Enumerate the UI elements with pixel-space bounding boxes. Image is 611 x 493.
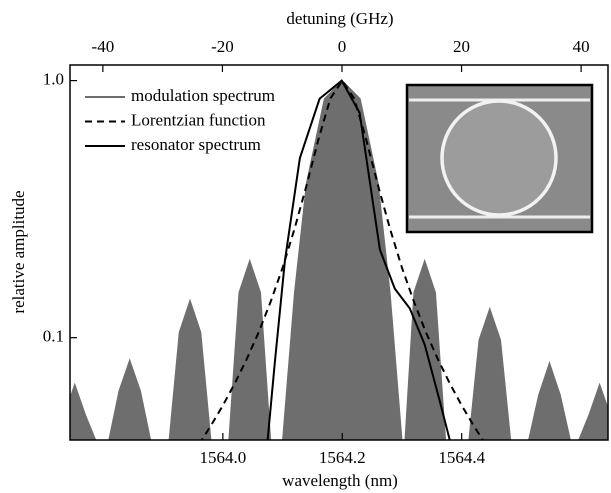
ring-resonator <box>440 99 558 217</box>
x-axis-label: wavelength (nm) <box>282 471 398 490</box>
y-tick-label: 1.0 <box>43 70 64 89</box>
legend-label: resonator spectrum <box>131 135 261 154</box>
x2-tick-label: -20 <box>211 37 234 56</box>
x2-tick-label: 20 <box>453 37 470 56</box>
x2-axis-label: detuning (GHz) <box>286 9 393 28</box>
line <box>266 79 451 440</box>
x2-tick-label: -40 <box>92 37 115 56</box>
x2-tick-label: 0 <box>338 37 347 56</box>
plot-area <box>70 78 608 440</box>
x-tick-label: 1564.4 <box>438 448 485 467</box>
legend-label: modulation spectrum <box>131 86 275 105</box>
x-tick-label: 1564.0 <box>199 448 246 467</box>
area <box>70 79 608 440</box>
y-axis-label: relative amplitude <box>9 190 28 313</box>
legend-label: Lorentzian function <box>131 110 266 129</box>
inset-image <box>405 83 594 234</box>
x2-tick-label: 40 <box>573 37 590 56</box>
line <box>200 78 485 440</box>
y-tick-label: 0.1 <box>43 327 64 346</box>
x-tick-label: 1564.2 <box>319 448 366 467</box>
plot-frame <box>69 64 609 441</box>
